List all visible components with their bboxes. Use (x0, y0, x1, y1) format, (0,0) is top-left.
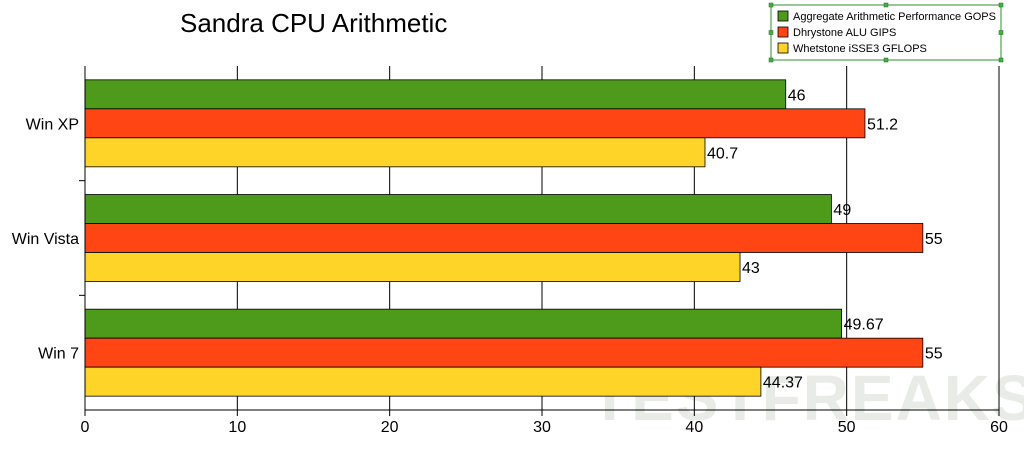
category-label: Win Vista (12, 231, 79, 248)
chart-title: Sandra CPU Arithmetic (180, 8, 447, 38)
x-tick-label: 30 (533, 419, 551, 436)
bar (84, 108, 866, 139)
data-label: 49 (833, 202, 851, 219)
x-tick-label: 20 (381, 419, 399, 436)
bar (84, 79, 787, 110)
bars: 46 51.2 40.7 49 55 43 49.67 55 44.37 (84, 79, 943, 397)
legend-handle (768, 57, 774, 63)
data-label: 44.37 (763, 375, 803, 392)
category-label: Win XP (26, 116, 79, 133)
category-label: Win 7 (38, 346, 79, 363)
data-label: 43 (742, 260, 760, 277)
x-tick-label: 10 (228, 419, 246, 436)
x-tick-label: 50 (838, 419, 856, 436)
legend-handle (883, 2, 889, 8)
data-label: 55 (925, 231, 943, 248)
data-label: 40.7 (707, 145, 738, 162)
bar (84, 337, 924, 368)
bar (84, 194, 832, 224)
axes: 0 10 20 30 40 50 60 Win XP Win Vista Win 7 (12, 66, 1008, 436)
x-tick-label: 60 (990, 419, 1008, 436)
legend-handle (998, 30, 1004, 35)
legend-label: Aggregate Arithmetic Performance GOPS (793, 11, 996, 23)
legend-handle (998, 57, 1004, 63)
legend-handle (998, 2, 1004, 8)
data-label: 49.67 (844, 317, 884, 334)
bar (84, 366, 762, 397)
bar (84, 137, 706, 168)
bar (84, 252, 741, 282)
legend[interactable]: Aggregate Arithmetic Performance GOPS Dhr… (768, 2, 1004, 63)
x-tick-label: 40 (685, 419, 703, 436)
legend-label: Whetstone iSSE3 GFLOPS (793, 43, 927, 55)
bar (84, 223, 924, 253)
legend-handle (768, 30, 774, 35)
data-label: 51.2 (867, 116, 898, 133)
legend-handle (883, 57, 889, 63)
x-tick-label: 0 (81, 419, 90, 436)
legend-swatch (777, 42, 789, 54)
data-label: 46 (788, 87, 806, 104)
data-label: 55 (925, 346, 943, 363)
legend-swatch (777, 10, 789, 22)
bar (84, 308, 843, 339)
legend-swatch (777, 26, 789, 38)
legend-label: Dhrystone ALU GIPS (793, 27, 896, 39)
legend-handle (768, 2, 774, 8)
